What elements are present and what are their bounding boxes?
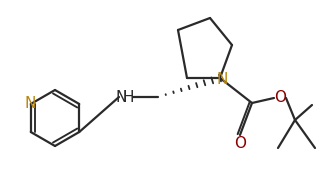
Text: O: O [274, 90, 286, 106]
Text: N: N [115, 89, 127, 104]
Text: H: H [122, 89, 134, 104]
Text: O: O [234, 136, 246, 150]
Text: N: N [24, 96, 35, 111]
Text: N: N [216, 71, 228, 87]
